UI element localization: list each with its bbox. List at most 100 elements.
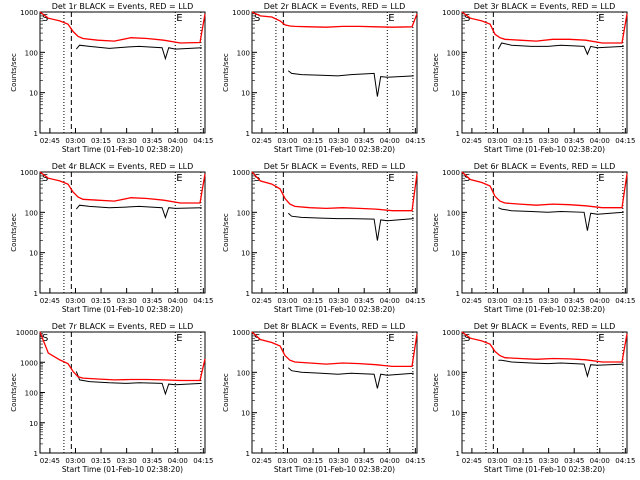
events-series-line <box>287 212 414 241</box>
plot-frame <box>461 331 628 454</box>
y-tick-label: 1000 <box>20 359 38 367</box>
x-tick-label: 03:15 <box>91 297 111 305</box>
x-tick-label: 03:45 <box>142 457 162 465</box>
x-tick-label: 03:30 <box>117 137 137 145</box>
x-tick-label: 03:45 <box>564 297 584 305</box>
x-axis-label: Start Time (01-Feb-10 02:38:20) <box>484 465 605 474</box>
x-axis-label: Start Time (01-Feb-10 02:38:20) <box>62 305 183 314</box>
start-marker-label: S <box>254 13 260 24</box>
y-tick-label: 100 <box>237 49 250 57</box>
events-series-line <box>497 42 624 56</box>
y-tick-label: 1 <box>246 130 250 138</box>
y-tick-label: 1000 <box>232 9 250 17</box>
panel-title: Det 6r BLACK = Events, RED = LLD <box>474 162 616 171</box>
x-tick-label: 04:15 <box>193 457 213 465</box>
panel-title: Det 2r BLACK = Events, RED = LLD <box>264 2 406 11</box>
y-tick-label: 100 <box>447 49 460 57</box>
x-tick-label: 03:15 <box>513 457 533 465</box>
x-tick-label: 02:45 <box>462 457 482 465</box>
y-tick-label: 1000 <box>232 169 250 177</box>
x-tick-label: 04:00 <box>168 457 188 465</box>
y-tick-label: 1000 <box>442 9 460 17</box>
plot-frame <box>251 331 418 454</box>
end-marker-label: E <box>388 173 394 184</box>
x-tick-label: 04:00 <box>590 457 610 465</box>
x-axis-label: Start Time (01-Feb-10 02:38:20) <box>274 305 395 314</box>
events-series-line <box>498 359 624 379</box>
x-tick-label: 03:15 <box>91 137 111 145</box>
y-axis-label: Counts/sec <box>222 53 230 92</box>
x-tick-label: 03:45 <box>142 297 162 305</box>
x-tick-label: 03:30 <box>539 137 559 145</box>
x-tick-label: 02:45 <box>252 457 272 465</box>
x-axis-label: Start Time (01-Feb-10 02:38:20) <box>62 465 183 474</box>
plot-frame <box>461 11 628 134</box>
lld-series-line <box>251 331 418 368</box>
x-axis-label: Start Time (01-Feb-10 02:38:20) <box>62 145 183 154</box>
end-marker-label: E <box>176 333 182 344</box>
y-tick-label: 100 <box>237 209 250 217</box>
start-marker-label: S <box>464 173 470 184</box>
x-tick-label: 03:15 <box>303 457 323 465</box>
x-tick-label: 03:30 <box>329 297 349 305</box>
start-marker-label: S <box>464 13 470 24</box>
x-tick-label: 04:15 <box>193 297 213 305</box>
x-tick-label: 04:00 <box>380 137 400 145</box>
lld-series-line <box>39 331 206 382</box>
x-tick-label: 03:30 <box>117 457 137 465</box>
x-tick-label: 03:00 <box>277 297 297 305</box>
events-series-line <box>75 204 202 219</box>
x-tick-label: 03:00 <box>487 137 507 145</box>
x-tick-label: 03:00 <box>487 457 507 465</box>
panel-title: Det 7r BLACK = Events, RED = LLD <box>52 322 194 331</box>
start-marker-label: S <box>254 333 260 344</box>
y-axis-label: Counts/sec <box>10 53 18 92</box>
y-axis-label: Counts/sec <box>10 373 18 412</box>
end-marker-label: E <box>598 13 604 24</box>
plot-frame <box>251 171 418 294</box>
x-tick-label: 02:45 <box>252 297 272 305</box>
x-axis-label: Start Time (01-Feb-10 02:38:20) <box>484 305 605 314</box>
y-axis-label: Counts/sec <box>222 213 230 252</box>
y-tick-label: 1 <box>34 290 38 298</box>
start-marker-label: S <box>42 173 48 184</box>
x-tick-label: 04:00 <box>380 297 400 305</box>
y-tick-label: 10000 <box>16 329 38 337</box>
x-tick-label: 04:15 <box>615 137 635 145</box>
end-marker-label: E <box>388 333 394 344</box>
y-tick-label: 1 <box>34 450 38 458</box>
events-series-line <box>287 367 414 389</box>
plot-frame <box>39 11 206 134</box>
y-tick-label: 10 <box>451 250 460 258</box>
x-tick-label: 04:00 <box>168 137 188 145</box>
y-tick-label: 1000 <box>20 9 38 17</box>
x-axis-label: Start Time (01-Feb-10 02:38:20) <box>484 145 605 154</box>
panel-title: Det 9r BLACK = Events, RED = LLD <box>474 322 616 331</box>
x-tick-label: 04:15 <box>405 297 425 305</box>
x-tick-label: 03:00 <box>65 297 85 305</box>
end-marker-label: E <box>598 173 604 184</box>
y-tick-label: 1000 <box>442 169 460 177</box>
lld-series-line <box>461 331 628 363</box>
lld-series-line <box>461 11 628 44</box>
x-tick-label: 03:45 <box>354 297 374 305</box>
x-tick-label: 03:30 <box>117 297 137 305</box>
events-series-line <box>75 44 202 61</box>
x-tick-label: 04:15 <box>615 297 635 305</box>
x-tick-label: 03:30 <box>329 137 349 145</box>
x-tick-label: 04:15 <box>615 457 635 465</box>
panel-title: Det 5r BLACK = Events, RED = LLD <box>264 162 406 171</box>
x-tick-label: 03:00 <box>65 457 85 465</box>
y-tick-label: 10 <box>451 90 460 98</box>
x-tick-label: 04:00 <box>590 297 610 305</box>
x-tick-label: 03:00 <box>277 457 297 465</box>
y-axis-label: Counts/sec <box>432 53 440 92</box>
y-tick-label: 10 <box>29 420 38 428</box>
start-marker-label: S <box>42 333 48 344</box>
detector-panel: Det 3r BLACK = Events, RED = LLD 1 10 100 10… <box>432 2 635 154</box>
x-tick-label: 03:45 <box>354 137 374 145</box>
y-axis-label: Counts/sec <box>432 373 440 412</box>
panel-title: Det 8r BLACK = Events, RED = LLD <box>264 322 406 331</box>
panel-title: Det 4r BLACK = Events, RED = LLD <box>52 162 194 171</box>
